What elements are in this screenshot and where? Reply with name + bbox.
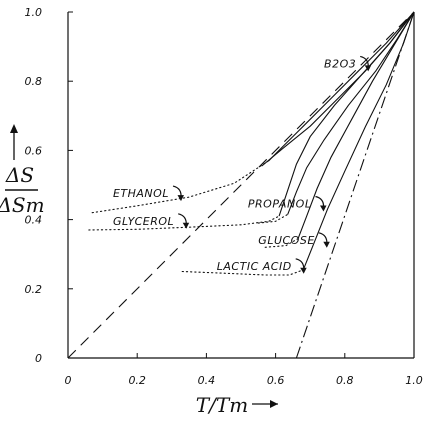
y-tick-label: 0.8 [25, 75, 43, 88]
lower-limit-curve [295, 11, 415, 359]
propanol-label: PROPANOL [248, 197, 312, 210]
y-axis-label-denominator: ΔSm [0, 193, 45, 217]
ethanol-curve [268, 11, 415, 162]
lactic-acid-curve [302, 11, 415, 271]
x-axis-label: T/Tm [196, 393, 248, 417]
glucose-label: GLUCOSE [258, 234, 314, 247]
glycerol-arrow-head [182, 222, 190, 229]
x-tick-label: 0.4 [198, 374, 216, 387]
ethanol-glass-curve [91, 160, 270, 214]
propanol-arrow-head [320, 205, 327, 212]
ethanol-label: ETHANOL [113, 187, 169, 200]
series-layer [67, 11, 415, 359]
x-tick-label: 0.8 [336, 374, 354, 387]
y-axis-label-numerator: ΔS [5, 163, 34, 187]
b2o3-arrow-head [364, 65, 372, 72]
propanol-glass-curve [257, 213, 289, 224]
y-tick-label: 0.6 [25, 144, 43, 157]
glycerol-glass-curve [88, 215, 280, 231]
x-axis-arrow-head [270, 400, 278, 408]
x-tick-label: 0 [65, 374, 72, 387]
lactic-acid-label: LACTIC ACID [217, 260, 292, 273]
y-axis-arrow-head [10, 124, 18, 133]
y-tick-label: 0.4 [25, 214, 43, 227]
lactic-acid-arrow-head [300, 267, 307, 274]
glucose-glass-curve [264, 238, 299, 248]
ethanol-arrow-head [177, 195, 184, 202]
glycerol-label: GLYCEROL [113, 215, 174, 228]
glycerol-curve [278, 11, 415, 217]
glucose-curve [297, 11, 415, 239]
y-tick-label: 0.2 [25, 283, 43, 296]
b2o3-label: B2O3 [324, 57, 356, 70]
x-tick-label: 0.2 [128, 374, 146, 387]
propanol-curve [287, 11, 415, 215]
diagonal-curve [67, 11, 415, 359]
x-tick-label: 0.6 [267, 374, 285, 387]
x-tick-label: 1.0 [405, 374, 423, 387]
axes-layer [67, 11, 415, 359]
labels-layer: 0 0.2 0.4 0.6 0.8 1.0 0 0.2 0.4 0.6 0.8 1.0 T/Tm ΔS ΔS… [0, 6, 423, 417]
y-tick-label: 0 [35, 352, 42, 365]
y-tick-label: 1.0 [25, 6, 43, 19]
glucose-arrow-head [323, 241, 330, 248]
